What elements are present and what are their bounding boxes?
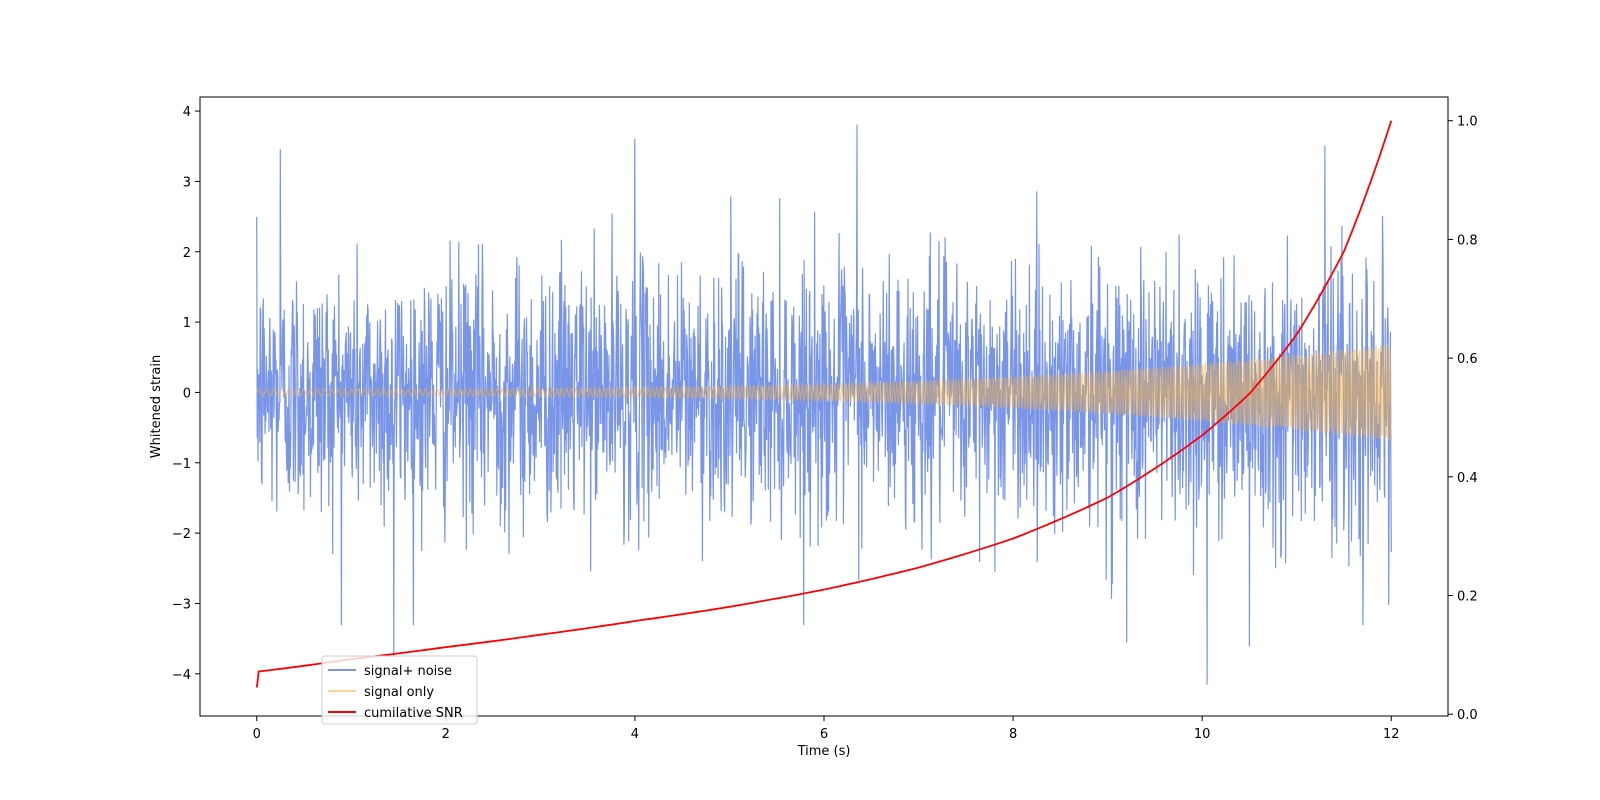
x-tick-label: 8: [1009, 727, 1017, 742]
y-tick-label: −4: [172, 668, 191, 683]
x-tick-label: 0: [253, 727, 261, 742]
x-axis: 0 2 4 6 8 10 12: [253, 716, 1400, 742]
y-axis-right: 0.0 0.2 0.4 0.6 0.8 1.0: [1448, 115, 1478, 723]
x-tick-label: 12: [1383, 727, 1400, 742]
series-line-signal-only: [256, 344, 1392, 441]
x-tick-label: 6: [820, 727, 828, 742]
y2-tick-label: 0.6: [1457, 352, 1478, 367]
y2-tick-label: 0.4: [1457, 471, 1478, 486]
legend-box: [321, 655, 478, 725]
x-tick-label: 4: [631, 727, 639, 742]
legend-label: signal+ noise: [364, 664, 452, 679]
legend-label: signal only: [364, 685, 434, 700]
y2-tick-label: 0.2: [1457, 590, 1478, 605]
legend: signal+ noise signal only cumilative SNR: [321, 655, 478, 725]
x-tick-label: 2: [442, 727, 450, 742]
y2-tick-label: 0.8: [1457, 233, 1478, 248]
x-tick-label: 10: [1194, 727, 1211, 742]
x-axis-label: Time (s): [797, 744, 851, 759]
y-tick-label: −1: [172, 457, 191, 472]
y-tick-label: −3: [172, 597, 191, 612]
y-tick-label: 2: [183, 246, 191, 261]
y-tick-label: 1: [183, 316, 191, 331]
y-axis-left: −4 −3 −2 −1 0 1 2 3 4: [172, 105, 200, 683]
y-tick-label: 3: [183, 175, 191, 190]
axes-frame: [199, 96, 1449, 717]
y-tick-label: −2: [172, 527, 191, 542]
y-tick-label: 0: [183, 386, 191, 401]
plot-area: [255, 120, 1393, 688]
y2-tick-label: 1.0: [1457, 115, 1478, 130]
y-tick-label: 4: [183, 105, 191, 120]
legend-label: cumilative SNR: [364, 706, 463, 721]
y2-tick-label: 0.0: [1457, 708, 1478, 723]
y-axis-label: Whitened strain: [149, 355, 164, 458]
series-line-cumulative-snr: [255, 120, 1393, 688]
